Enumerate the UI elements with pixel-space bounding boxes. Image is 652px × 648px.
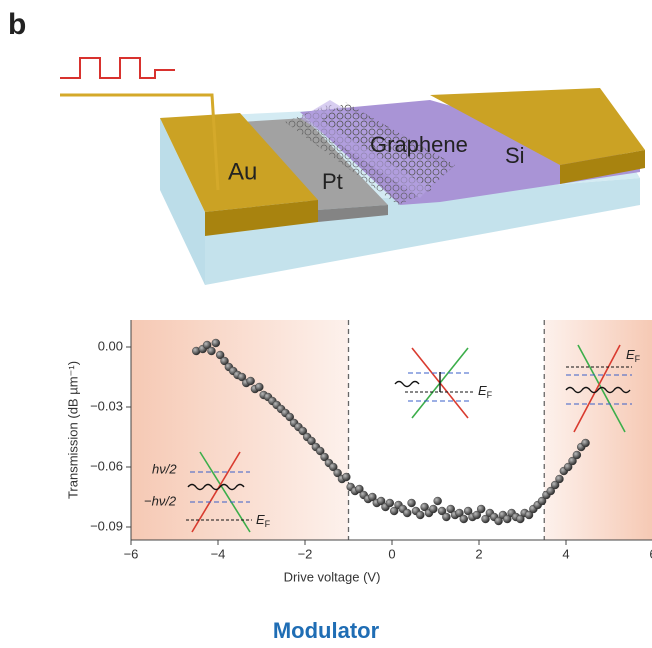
annotation: −hν/2 bbox=[144, 493, 177, 508]
data-point bbox=[555, 475, 563, 483]
device-label: Si bbox=[505, 143, 525, 168]
data-point bbox=[386, 499, 394, 507]
x-tick-label: 4 bbox=[562, 546, 569, 561]
fermi-symbol: E bbox=[478, 383, 487, 398]
fermi-symbol: E bbox=[256, 512, 265, 527]
data-point bbox=[477, 505, 485, 513]
shaded-region bbox=[544, 320, 652, 540]
y-axis-label: Transmission (dB µm⁻¹) bbox=[65, 361, 80, 499]
fermi-symbol: E bbox=[626, 347, 635, 362]
data-point bbox=[247, 377, 255, 385]
fermi-subscript: F bbox=[265, 519, 271, 529]
data-point bbox=[408, 499, 416, 507]
device-illustration: Au Pt Graphene Si bbox=[60, 58, 645, 285]
data-point bbox=[416, 511, 424, 519]
fermi-subscript: F bbox=[635, 354, 641, 364]
x-tick-label: −6 bbox=[124, 546, 139, 561]
annotation: EF bbox=[478, 383, 493, 400]
x-tick-label: −2 bbox=[298, 546, 313, 561]
caption: Modulator bbox=[273, 618, 380, 643]
data-point bbox=[582, 439, 590, 447]
data-point bbox=[573, 451, 581, 459]
x-tick-label: 2 bbox=[475, 546, 482, 561]
annotation: hν/2 bbox=[152, 461, 177, 476]
y-tick-label: 0.00 bbox=[98, 338, 123, 353]
y-tick-label: −0.03 bbox=[90, 398, 123, 413]
y-tick-label: −0.06 bbox=[90, 458, 123, 473]
data-point bbox=[429, 505, 437, 513]
y-tick-label: −0.09 bbox=[90, 518, 123, 533]
band-inset-middle: EF bbox=[395, 348, 493, 418]
data-point bbox=[460, 515, 468, 523]
device-label: Au bbox=[228, 158, 257, 185]
panel-label: b bbox=[8, 8, 26, 41]
device-label: Graphene bbox=[370, 132, 468, 157]
plot: 0.00−0.03−0.06−0.09−6−4−20246Drive volta… bbox=[65, 320, 652, 584]
data-point bbox=[434, 497, 442, 505]
fermi-subscript: F bbox=[487, 390, 493, 400]
data-point bbox=[207, 347, 215, 355]
data-point bbox=[342, 473, 350, 481]
device-label: Pt bbox=[322, 169, 343, 194]
data-point bbox=[442, 513, 450, 521]
data-point bbox=[212, 339, 220, 347]
x-tick-label: −4 bbox=[211, 546, 226, 561]
data-point bbox=[403, 509, 411, 517]
x-axis-label: Drive voltage (V) bbox=[284, 569, 381, 584]
figure: b Au Pt Graphene Si 0.00−0.03−0.06−0.09−… bbox=[0, 0, 652, 648]
x-tick-label: 0 bbox=[388, 546, 395, 561]
data-point bbox=[255, 383, 263, 391]
